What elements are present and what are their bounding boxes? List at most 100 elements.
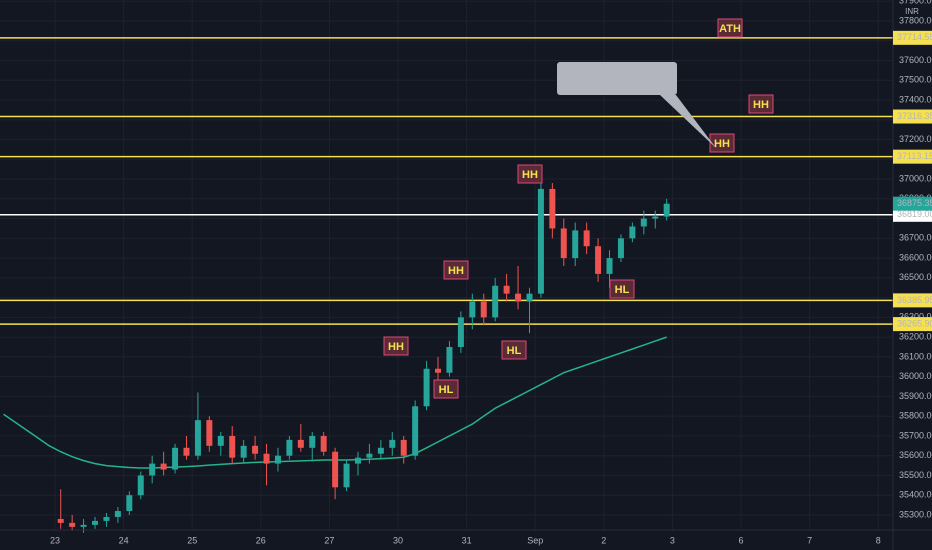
x-tick-label: 2 (601, 535, 606, 545)
candle-body (400, 439, 407, 456)
y-tick-label: 37600.00 (899, 55, 932, 65)
grid (0, 0, 893, 530)
x-tick-label: 8 (876, 535, 881, 545)
y-tick-label: 37200.00 (899, 134, 932, 144)
candle-body (286, 439, 293, 456)
candle-body (297, 439, 304, 448)
candle-body (114, 511, 121, 517)
candle-body (480, 301, 487, 318)
y-tick-label: 36000.00 (899, 371, 932, 381)
candle-body (217, 435, 224, 446)
tag-box (748, 94, 774, 114)
x-tick-label: 31 (462, 535, 472, 545)
candle-body (515, 293, 522, 302)
candle-body (172, 447, 179, 470)
y-tick-label: 36200.00 (899, 332, 932, 342)
tag-box (517, 164, 543, 184)
level-label: 36385.95 (897, 295, 932, 305)
callout-pointer (660, 95, 716, 148)
tag: HH (748, 94, 774, 114)
candle-body (629, 226, 636, 239)
tag: HL (501, 340, 527, 360)
candle-body (617, 238, 624, 259)
candle-body (240, 445, 247, 458)
tag-text: HH (522, 169, 538, 181)
candle-body (354, 457, 361, 464)
candle-body (92, 520, 99, 525)
tag: HH (443, 260, 469, 280)
candle-body (377, 447, 384, 454)
x-tick-label: 30 (393, 535, 403, 545)
tag-text: HL (507, 345, 522, 357)
candle-body (229, 435, 236, 458)
candle-body (206, 420, 213, 446)
level-label: 36819.00 (897, 209, 932, 219)
candle-body (160, 463, 167, 470)
candle-body (572, 230, 579, 259)
x-tick-label: 24 (119, 535, 129, 545)
tag-box (709, 133, 735, 153)
last-price-label: 36875.35 (897, 198, 932, 208)
x-tick-label: 6 (738, 535, 743, 545)
plot (0, 37, 893, 533)
candle-body (469, 301, 476, 318)
candle-body (57, 518, 64, 523)
candle-body (423, 368, 430, 407)
candle-body (606, 258, 613, 274)
candle-body (263, 453, 270, 464)
x-tick-label: Sep (527, 535, 543, 545)
candle-body (560, 228, 567, 259)
tag: HH (383, 336, 409, 356)
candle-body (183, 447, 190, 456)
candle-body (274, 455, 281, 464)
tag-box (443, 260, 469, 280)
callout-text: can be formed new HH (562, 67, 664, 78)
level-label-box (893, 30, 932, 45)
y-tick-label: 35900.00 (899, 391, 932, 401)
callout-text: on this level (562, 78, 615, 89)
tag-box (717, 18, 743, 38)
tag-text: HH (714, 138, 730, 150)
candle-body (320, 435, 327, 452)
candle-body (80, 524, 87, 527)
last-price-box (893, 196, 932, 211)
candle-body (595, 246, 602, 274)
candle-body (435, 368, 442, 373)
x-tick-label: 3 (670, 535, 675, 545)
candle-body (457, 317, 464, 348)
candle-body (412, 406, 419, 456)
y-tick-label: 36300.00 (899, 312, 932, 322)
tag: HH (517, 164, 543, 184)
tag-text: HH (388, 341, 404, 353)
candle-body (389, 439, 396, 448)
level-label: 37113.15 (897, 151, 932, 161)
y-tick-label: 37000.00 (899, 173, 932, 183)
candle-body (549, 188, 556, 229)
candle-body (126, 495, 133, 512)
level-label-box (893, 207, 932, 222)
tag-box (383, 336, 409, 356)
x-tick-label: 23 (50, 535, 60, 545)
tag-box (609, 279, 635, 299)
level-label-box (893, 109, 932, 124)
candle-body (663, 203, 670, 217)
candle-body (640, 218, 647, 227)
price-axis: 35300.00 35400.00 35500.00 35600.00 35700.00… (50, 0, 932, 545)
y-tick-label: 36700.00 (899, 233, 932, 243)
candle-body (69, 522, 76, 527)
tag: HL (433, 379, 459, 399)
tag-text: HH (448, 265, 464, 277)
candle-body (103, 516, 110, 521)
candle-body (343, 463, 350, 488)
candle-body (149, 463, 156, 476)
tag: ATH (717, 18, 743, 38)
tag: HL (609, 279, 635, 299)
candle-body (309, 435, 316, 448)
callout-box (557, 62, 677, 95)
y-tick-label: 36600.00 (899, 252, 932, 262)
level-label: 36265.90 (897, 318, 932, 328)
candle-body (583, 230, 590, 247)
level-label-box (893, 317, 932, 332)
level-label-box (893, 149, 932, 164)
candle-body (652, 216, 659, 219)
